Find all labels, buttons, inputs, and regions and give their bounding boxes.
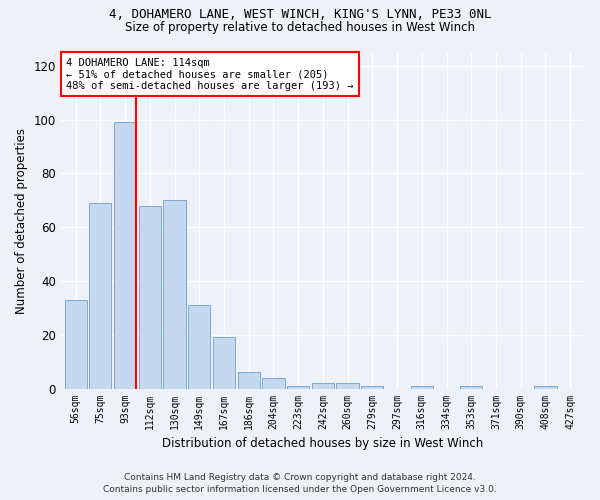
X-axis label: Distribution of detached houses by size in West Winch: Distribution of detached houses by size … [162,437,484,450]
Bar [460,386,482,388]
Text: Contains HM Land Registry data © Crown copyright and database right 2024.
Contai: Contains HM Land Registry data © Crown c… [103,472,497,494]
Bar [89,203,112,388]
Bar [213,338,235,388]
Bar [287,386,309,388]
Bar [337,383,359,388]
Bar [114,122,136,388]
Text: 4, DOHAMERO LANE, WEST WINCH, KING'S LYNN, PE33 0NL: 4, DOHAMERO LANE, WEST WINCH, KING'S LYN… [109,8,491,20]
Bar [139,206,161,388]
Bar [163,200,185,388]
Text: 4 DOHAMERO LANE: 114sqm
← 51% of detached houses are smaller (205)
48% of semi-d: 4 DOHAMERO LANE: 114sqm ← 51% of detache… [66,58,353,90]
Y-axis label: Number of detached properties: Number of detached properties [15,128,28,314]
Bar [410,386,433,388]
Bar [361,386,383,388]
Text: Size of property relative to detached houses in West Winch: Size of property relative to detached ho… [125,21,475,34]
Bar [535,386,557,388]
Bar [188,305,211,388]
Bar [312,383,334,388]
Bar [65,300,87,388]
Bar [238,372,260,388]
Bar [262,378,284,388]
